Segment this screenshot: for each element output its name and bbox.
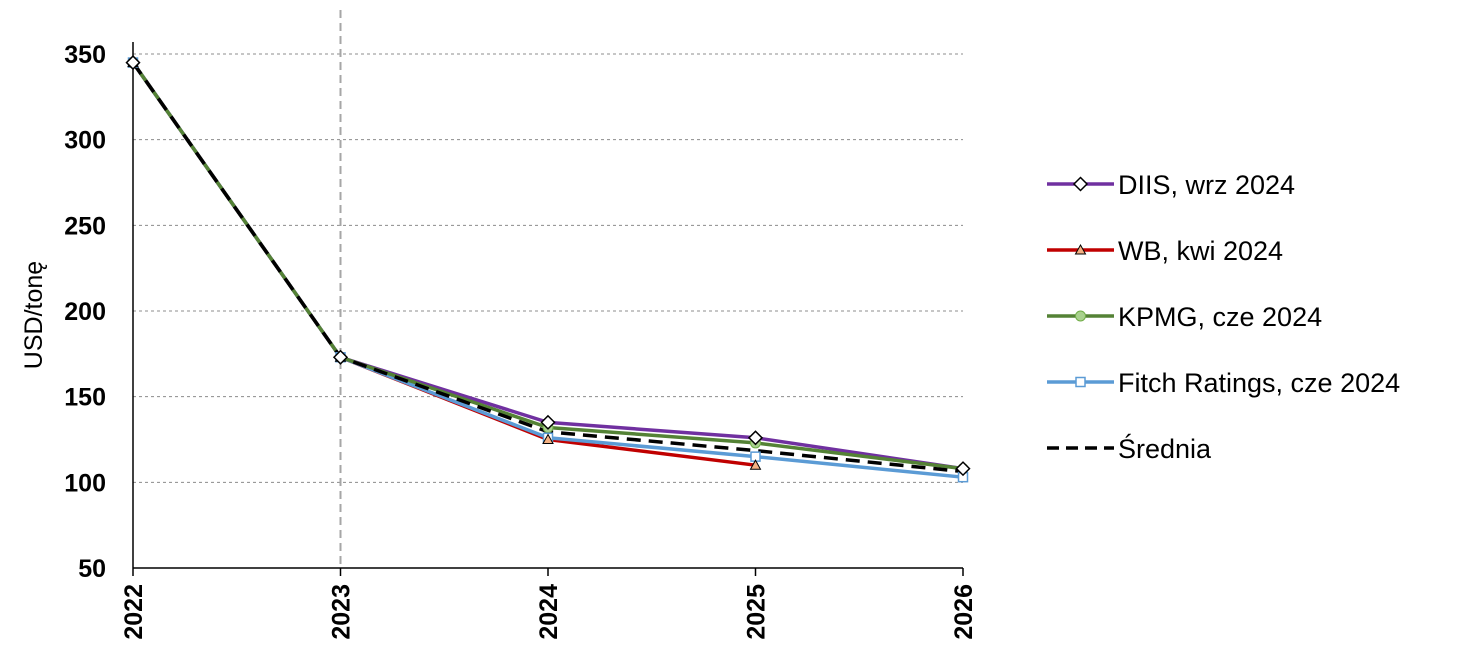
marker-diamond bbox=[540, 414, 556, 430]
marker-diamond bbox=[332, 349, 349, 365]
series-group bbox=[125, 55, 971, 483]
series-line bbox=[131, 61, 964, 471]
y-tick-label: 100 bbox=[64, 469, 106, 497]
legend-label: Fitch Ratings, cze 2024 bbox=[1118, 368, 1400, 398]
marker-circle bbox=[1075, 310, 1086, 322]
x-tick-label: 2026 bbox=[950, 584, 978, 640]
x-tick-label: 2025 bbox=[743, 584, 771, 640]
grid-lines bbox=[133, 10, 963, 568]
marker-square bbox=[1075, 376, 1086, 388]
legend: DIIS, wrz 2024 WB, kwi 2024 KPMG, cze 2024… bbox=[1047, 170, 1400, 464]
y-tick-label: 150 bbox=[64, 384, 106, 412]
legend-label: Średnia bbox=[1118, 432, 1212, 464]
axes bbox=[132, 42, 963, 569]
series-line bbox=[131, 61, 964, 474]
x-axis-ticks: 2022 2023 2024 2025 2026 bbox=[120, 568, 978, 640]
x-tick-label: 2024 bbox=[535, 584, 563, 640]
series-line bbox=[131, 61, 964, 471]
y-tick-label: 300 bbox=[64, 127, 106, 155]
legend-label: KPMG, cze 2024 bbox=[1118, 302, 1322, 332]
x-tick-label: 2022 bbox=[120, 584, 148, 640]
marker-triangle bbox=[542, 433, 554, 444]
legend-label: WB, kwi 2024 bbox=[1118, 236, 1283, 266]
marker-diamond bbox=[125, 55, 141, 71]
series-line bbox=[131, 61, 756, 467]
x-tick-label: 2023 bbox=[328, 584, 356, 640]
legend-label: DIIS, wrz 2024 bbox=[1118, 170, 1295, 200]
y-axis-ticks: 50 100 150 200 250 300 350 bbox=[64, 41, 106, 583]
y-tick-label: 200 bbox=[64, 298, 106, 326]
marker-diamond bbox=[1072, 176, 1089, 192]
marker-triangle bbox=[749, 459, 762, 470]
marker-diamond bbox=[955, 461, 971, 477]
y-tick-label: 50 bbox=[78, 555, 106, 583]
marker-diamond bbox=[747, 430, 764, 446]
y-tick-label: 250 bbox=[64, 212, 106, 240]
y-axis-label: USD/tonę bbox=[20, 261, 48, 369]
marker-triangle bbox=[1074, 243, 1087, 255]
y-tick-label: 350 bbox=[64, 41, 106, 69]
